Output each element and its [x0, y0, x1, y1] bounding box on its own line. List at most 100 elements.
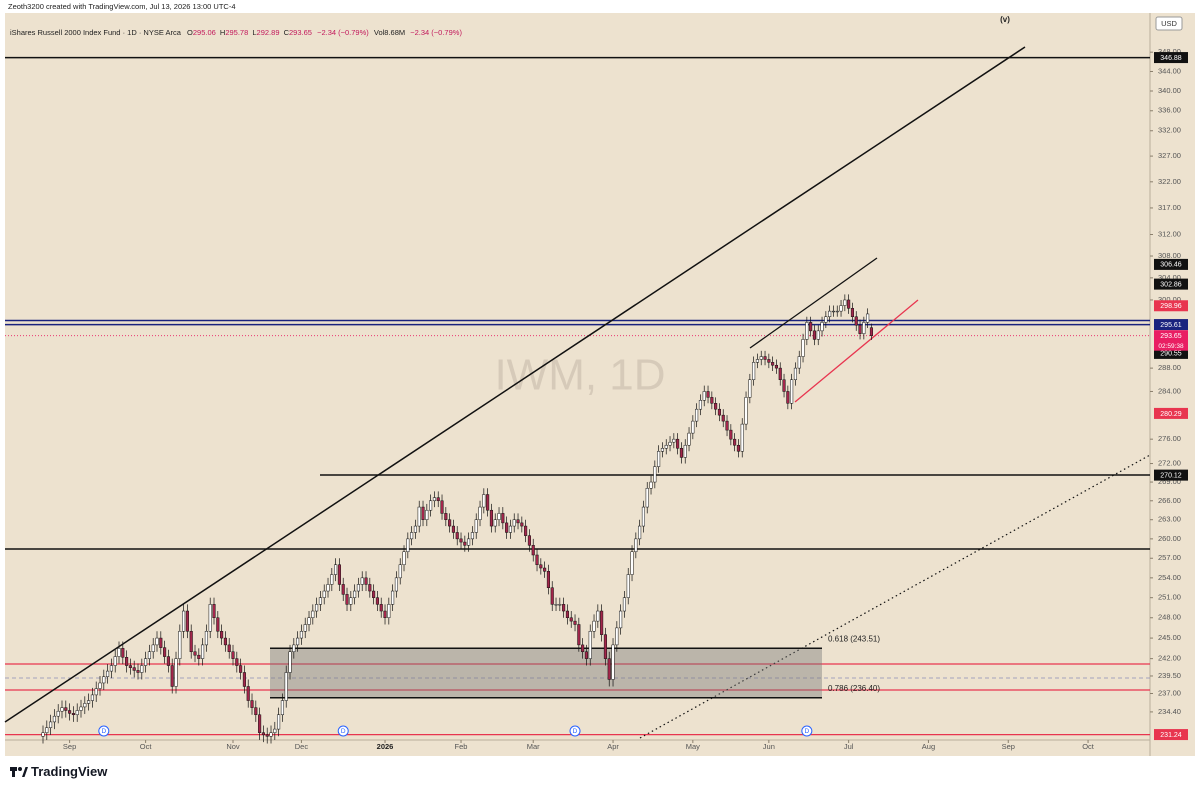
candle-body: [334, 564, 338, 575]
candle-body: [786, 391, 790, 404]
layer: 348.00 344.00 340.00 336.00 332.00 327.00 322.…: [63, 47, 1188, 751]
ohlc-value: 293.65: [289, 28, 312, 37]
candle-body: [417, 506, 421, 527]
candle-body: [273, 728, 277, 733]
candle-body: [212, 604, 216, 619]
y-tick-label: 263.00: [1158, 515, 1181, 524]
currency: USD: [1161, 19, 1177, 28]
y-tick-label: 272.00: [1158, 459, 1181, 468]
candle-body: [356, 584, 360, 592]
candle-body: [106, 670, 110, 677]
candle-body: [223, 637, 227, 646]
y-tick-label: 266.00: [1158, 496, 1181, 505]
candle-body: [372, 590, 376, 598]
candle-body: [645, 488, 649, 508]
candle-body: [793, 367, 797, 380]
candle-body: [52, 715, 56, 723]
candle-body: [748, 379, 752, 398]
price-label: 302.86: [1160, 281, 1182, 288]
candle-body: [546, 571, 550, 588]
candle-body: [771, 362, 775, 366]
price-label: 295.61: [1160, 322, 1182, 329]
candle-body: [413, 525, 417, 533]
candle-body: [87, 700, 91, 704]
x-tick-label: Apr: [607, 742, 619, 751]
dividend-marker: [569, 725, 581, 737]
price-label: 231.24: [1160, 732, 1182, 739]
candle-body: [299, 631, 303, 639]
candle-body: [790, 379, 794, 404]
price-label: 270.12: [1160, 472, 1182, 479]
candle-body: [391, 590, 395, 605]
candle-body: [280, 700, 284, 716]
candle-body: [660, 448, 664, 452]
candle-body: [109, 665, 113, 672]
candle-body: [729, 429, 733, 440]
candle-body: [862, 322, 866, 334]
candle-body: [296, 637, 300, 646]
volume-change: −2.34 (−0.79%): [410, 28, 462, 37]
logo-shape: [12, 767, 15, 777]
countdown-box: [1154, 340, 1188, 351]
candle-body: [854, 316, 858, 326]
candle-body: [493, 519, 497, 527]
candle-body: [603, 634, 607, 659]
currency-box: [1155, 16, 1183, 31]
candle-body: [151, 644, 155, 653]
candle-body: [565, 610, 569, 619]
price-label-box: [1154, 300, 1188, 312]
candle-body: [679, 448, 683, 458]
candle-body: [174, 658, 178, 687]
candle-body: [835, 310, 839, 313]
countdown: 02:59:38: [1158, 343, 1184, 350]
legend: iShares Russell 2000 Index Fund · 1D · N…: [10, 28, 462, 37]
candle-body: [482, 494, 486, 508]
candle-body: [634, 538, 638, 553]
logo-shape: [18, 767, 22, 771]
candle-body: [463, 541, 467, 546]
y-tick-label: 304.00: [1158, 273, 1181, 282]
candle-body: [269, 732, 273, 737]
candle-body: [717, 408, 721, 416]
x-tick-label: Oct: [140, 742, 153, 751]
candle-body: [486, 494, 490, 511]
candle-body: [398, 564, 402, 579]
candle-body: [698, 400, 702, 410]
candle-body: [801, 339, 805, 357]
candle-body: [166, 656, 170, 666]
dividend-label: D: [573, 728, 578, 735]
candle-body: [778, 367, 782, 380]
y-tick-label: 300.00: [1158, 295, 1181, 304]
price-label: 346.88: [1160, 55, 1182, 62]
candle-body: [592, 620, 596, 632]
candle-body: [668, 441, 672, 446]
candle-body: [117, 648, 121, 657]
candle-body: [554, 604, 558, 606]
candle-body: [782, 379, 786, 392]
candle-body: [489, 509, 493, 527]
candle-body: [539, 564, 543, 569]
x-tick-label: Sep: [63, 742, 76, 751]
candle-body: [763, 356, 767, 360]
candle-body: [455, 532, 459, 540]
chart-background: [5, 13, 1195, 756]
price-label: 298.96: [1160, 303, 1182, 310]
x-tick-label: Sep: [1002, 742, 1015, 751]
ohlc-prefix: C: [284, 28, 290, 37]
candle-body: [505, 522, 509, 533]
candle-body: [292, 644, 296, 653]
trend-line: [794, 299, 919, 403]
candle-body: [470, 532, 474, 540]
candle-body: [451, 525, 455, 533]
candle-body: [531, 545, 535, 556]
dividend-marker: [337, 725, 349, 737]
price-label-box: [1154, 258, 1188, 270]
logo-shape: [22, 767, 28, 777]
candle-body: [588, 631, 592, 659]
candle-body: [349, 597, 353, 605]
candle-body: [216, 617, 220, 632]
y-tick-label: 242.00: [1158, 654, 1181, 663]
candle-body: [562, 604, 566, 612]
